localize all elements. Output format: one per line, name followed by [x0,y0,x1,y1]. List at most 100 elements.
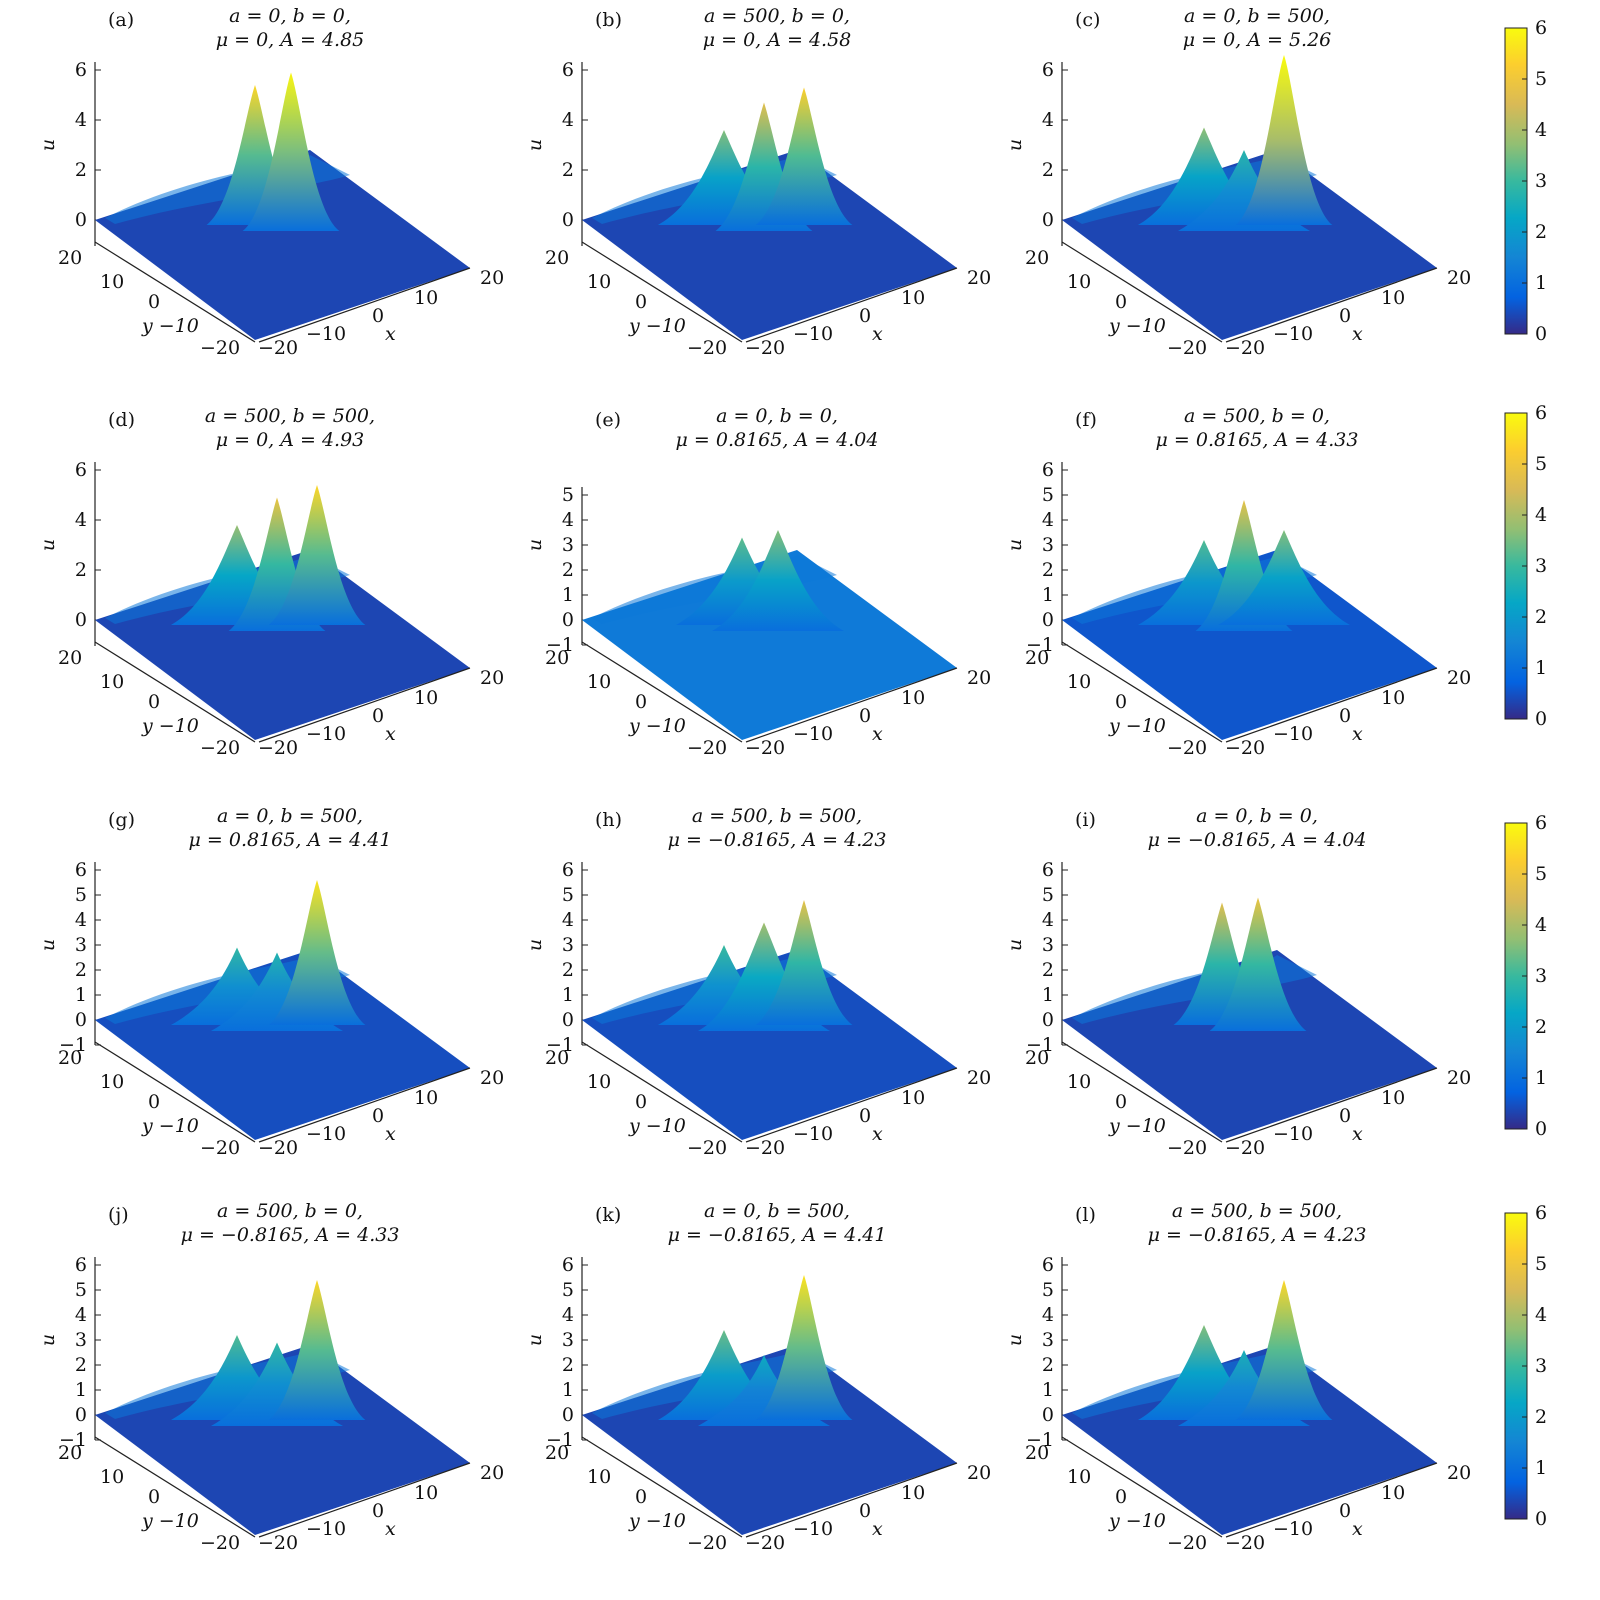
z-tick-label: 1 [1042,584,1054,606]
surface-peak [1209,897,1307,1031]
y-tick-label: 20 [1025,1047,1049,1069]
colorbar-tick-label: 2 [1535,221,1547,243]
x-tick-label: −10 [306,1123,346,1145]
z-axis-label: u [1004,139,1026,151]
z-tick-label: 5 [1042,484,1054,506]
x-axis-label: x [1352,723,1363,745]
x-tick-label: 10 [1381,1087,1405,1109]
y-tick-label: 20 [58,1047,82,1069]
z-axis-label: u [524,939,546,951]
z-tick-label: 5 [75,884,87,906]
panel-title-line2: μ = −0.8165, A = 4.23 [1148,1224,1367,1246]
z-axis-label: u [37,1334,59,1346]
y-tick-label: 20 [545,1047,569,1069]
x-tick-label: 10 [1381,687,1405,709]
panel-label: (i) [1075,809,1096,831]
panel-e: (e) a = 0, b = 0,μ = 0.8165, A = 4.04−101… [524,405,991,759]
y-tick-label: y −10 [1108,715,1166,737]
y-tick-label: 20 [545,1442,569,1464]
z-tick-label: 6 [562,859,574,881]
z-tick-label: −1 [546,1429,574,1451]
x-tick-label: −10 [793,723,833,745]
x-tick-label: −10 [1273,1123,1313,1145]
x-axis [258,1462,471,1538]
panel-title-line1: a = 0, b = 0, [229,5,351,27]
y-tick-label: 0 [635,291,647,313]
colorbar-tick-label: 2 [1535,1406,1547,1428]
z-tick-label: 3 [1042,1329,1054,1351]
z-tick-label: 6 [562,59,574,81]
y-axis [581,641,743,743]
z-tick-label: 0 [562,1404,574,1426]
x-tick-label: 20 [967,667,991,689]
x-tick-label: 20 [1447,267,1471,289]
z-tick-label: 0 [1042,609,1054,631]
z-tick-label: 2 [75,959,87,981]
y-tick-label: 10 [100,1071,124,1093]
x-tick-label: −20 [258,737,298,759]
x-tick-label: 0 [1339,1105,1351,1127]
x-axis-label: x [1352,323,1363,345]
x-axis [258,667,471,743]
colorbar-tick-label: 0 [1535,1118,1547,1140]
y-axis [1061,1041,1223,1143]
panel-title-line1: a = 500, b = 500, [1172,1200,1342,1222]
x-tick-label: 0 [1339,705,1351,727]
panel-title-line2: μ = 0, A = 4.93 [216,429,365,451]
x-tick-label: 10 [414,287,438,309]
panel-title-line1: a = 500, b = 500, [692,805,862,827]
y-tick-label: 10 [1067,671,1091,693]
colorbar-tick-label: 4 [1535,1304,1547,1326]
z-tick-label: 3 [562,934,574,956]
z-tick-label: 0 [1042,1404,1054,1426]
y-tick-label: 10 [1067,1466,1091,1488]
colorbar-2: 0 1 2 3 4 5 6 [1504,402,1547,730]
y-tick-label: 0 [1115,291,1127,313]
y-tick-label: 20 [58,647,82,669]
y-tick-label: 0 [148,691,160,713]
z-axis-label: u [1004,539,1026,551]
z-axis-label: u [524,1334,546,1346]
z-tick-label: 1 [562,1379,574,1401]
z-tick-label: 4 [1042,109,1054,131]
z-axis-label: u [1004,939,1026,951]
x-tick-label: 10 [901,1087,925,1109]
y-tick-label: 0 [635,691,647,713]
panel-label: (l) [1075,1204,1096,1226]
x-tick-label: −10 [793,1518,833,1540]
y-tick-label: y −10 [141,1115,199,1137]
x-axis [1225,667,1438,743]
x-tick-label: −20 [745,1137,785,1159]
y-tick-label: 0 [1115,691,1127,713]
x-axis [745,1462,958,1538]
z-tick-label: 5 [562,884,574,906]
y-tick-label: 20 [58,1442,82,1464]
z-tick-label: 3 [1042,934,1054,956]
z-tick-label: 2 [562,159,574,181]
z-tick-label: −1 [59,1429,87,1451]
colorbar-tick-label: 1 [1535,657,1547,679]
z-tick-label: 2 [562,1354,574,1376]
z-tick-label: 0 [1042,1009,1054,1031]
y-tick-label: 0 [635,1091,647,1113]
z-tick-label: 1 [1042,1379,1054,1401]
z-tick-label: 0 [75,209,87,231]
y-tick-label: y −10 [141,715,199,737]
z-tick-label: 4 [1042,909,1054,931]
z-axis-label: u [37,539,59,551]
y-tick-label: y −10 [628,1510,686,1532]
x-tick-label: 0 [372,705,384,727]
panel-title-line1: a = 0, b = 0, [716,405,838,427]
y-tick-label: 10 [1067,271,1091,293]
panel-label: (g) [108,809,135,831]
z-tick-label: 4 [562,1304,574,1326]
panel-i: (i) a = 0, b = 0,μ = −0.8165, A = 4.04−10… [1004,805,1471,1159]
panel-title-line1: a = 0, b = 500, [704,1200,850,1222]
y-axis [581,1436,743,1538]
x-tick-label: 10 [901,287,925,309]
colorbar-tick-label: 4 [1535,119,1547,141]
panel-title-line1: a = 500, b = 0, [217,1200,363,1222]
x-tick-label: 20 [967,1462,991,1484]
y-tick-label: 0 [148,1091,160,1113]
y-tick-label: y −10 [1108,315,1166,337]
